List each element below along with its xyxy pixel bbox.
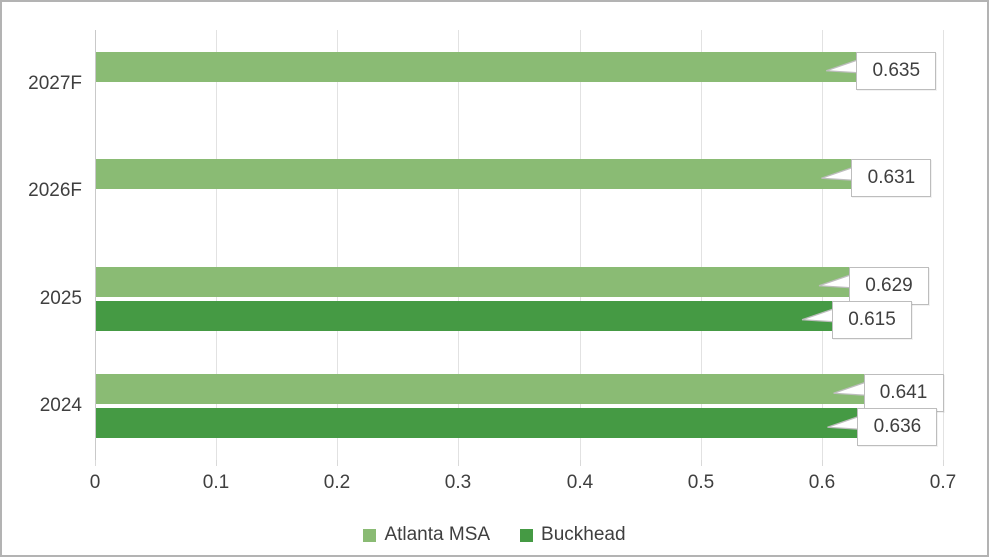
- legend-item-atlanta-msa: Atlanta MSA: [363, 524, 490, 546]
- bar-2024-buckhead: [96, 408, 866, 439]
- x-tick-label-0.3: 0.3: [444, 472, 472, 493]
- x-tick-mark: [701, 460, 702, 466]
- x-tick-label-0.1: 0.1: [202, 472, 230, 493]
- y-category-label-2027f: 2027F: [28, 72, 82, 94]
- x-tick-mark: [580, 460, 581, 466]
- y-category-label-2026f: 2026F: [28, 180, 82, 202]
- gridline-x-0.6: [822, 30, 823, 460]
- gridline-x-0.3: [458, 30, 459, 460]
- gridline-x-0.1: [216, 30, 217, 460]
- bar-2025-buckhead: [96, 300, 841, 331]
- y-category-label-2025: 2025: [39, 287, 82, 309]
- x-tick-mark: [95, 460, 96, 466]
- bar-2026f-atlanta-msa: [96, 159, 860, 190]
- x-tick-label-0.2: 0.2: [323, 472, 351, 493]
- x-tick-label-0: 0: [89, 472, 101, 493]
- x-tick-mark: [458, 460, 459, 466]
- legend: Atlanta MSA Buckhead: [2, 524, 987, 546]
- legend-item-buckhead: Buckhead: [520, 524, 626, 546]
- x-tick-label-0.5: 0.5: [687, 472, 715, 493]
- x-tick-mark: [943, 460, 944, 466]
- y-axis-line: [95, 30, 96, 460]
- x-tick-mark: [822, 460, 823, 466]
- x-tick-mark: [337, 460, 338, 466]
- x-tick-label-0.4: 0.4: [566, 472, 594, 493]
- x-tick-mark: [216, 460, 217, 466]
- data-label-2027f-atlanta-msa: 0.635: [856, 51, 937, 90]
- bar-2027f-atlanta-msa: [96, 51, 865, 82]
- data-label-2025-atlanta-msa: 0.629: [848, 266, 929, 305]
- legend-label-buckhead: Buckhead: [541, 524, 626, 545]
- data-label-2024-atlanta-msa: 0.641: [863, 374, 944, 413]
- x-tick-label-0.7: 0.7: [929, 472, 957, 493]
- legend-swatch-buckhead-icon: [520, 528, 534, 542]
- bar-2025-atlanta-msa: [96, 266, 857, 297]
- data-label-2026f-atlanta-msa: 0.631: [851, 159, 932, 198]
- data-label-2024-buckhead: 0.636: [857, 408, 938, 447]
- x-tick-label-0.6: 0.6: [808, 472, 836, 493]
- legend-swatch-atlanta-msa-icon: [363, 528, 377, 542]
- gridline-x-0.5: [701, 30, 702, 460]
- y-category-label-2024: 2024: [39, 395, 82, 417]
- gridline-x-0.4: [580, 30, 581, 460]
- gridline-x-0.7: [943, 30, 944, 460]
- bar-2024-atlanta-msa: [96, 374, 872, 405]
- gridline-x-0.2: [337, 30, 338, 460]
- data-label-2025-buckhead: 0.615: [832, 300, 913, 339]
- legend-label-atlanta-msa: Atlanta MSA: [384, 524, 491, 545]
